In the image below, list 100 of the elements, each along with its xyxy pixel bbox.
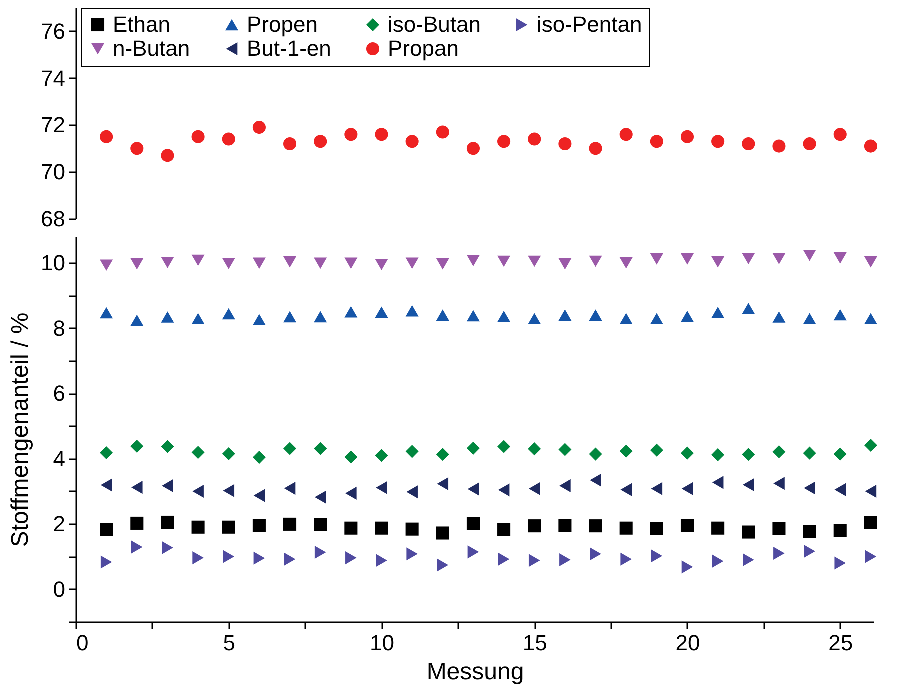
point [406,305,419,317]
point [651,550,663,563]
point [772,522,786,536]
point [774,546,785,560]
point [498,484,510,497]
point [254,552,266,565]
point [132,540,143,554]
y-tick-label: 70 [41,160,66,185]
point [130,258,144,270]
point [375,128,388,142]
point [680,310,694,322]
point [589,142,602,156]
point [712,554,724,568]
x-tick-label: 0 [76,630,89,656]
point [680,130,694,144]
point [344,128,358,142]
point [252,451,266,464]
point [100,446,114,460]
point [650,254,664,265]
point [375,306,388,318]
point [620,444,633,458]
point [864,140,878,153]
point [437,558,449,572]
point [161,516,174,530]
point [376,554,388,568]
point [284,256,297,268]
point [192,552,204,565]
y-tick-label: 4 [53,446,66,472]
point [375,449,388,462]
point [314,490,326,504]
point [712,307,725,318]
point [100,556,112,569]
y-tick-label: 2 [53,512,66,537]
point [712,476,724,490]
point [558,310,572,321]
point [772,140,786,153]
point [650,135,664,148]
point [528,313,542,325]
point [344,522,358,535]
point [376,481,388,494]
point [130,142,144,156]
point [834,448,847,461]
point [834,556,846,570]
y-tick-label: 6 [53,381,66,406]
point [436,258,450,270]
y-tick-label: 10 [41,250,66,276]
point [528,554,540,568]
point [406,486,418,499]
point [558,258,572,270]
point [498,552,510,566]
point [222,447,236,460]
point [589,310,602,321]
point [742,303,756,314]
point [834,483,846,496]
point [772,253,786,265]
point [651,482,663,496]
point [468,482,480,496]
point [498,310,511,322]
legend-label: iso-Butan [388,12,481,37]
point [712,448,725,462]
point [252,258,266,270]
y-tick-label: 74 [41,66,66,91]
point [346,552,357,565]
point [222,308,236,320]
point [314,311,328,323]
point [192,254,205,266]
point [560,553,571,567]
legend-label: Ethan [113,12,170,37]
point [680,446,694,460]
point [620,257,633,269]
point [528,482,540,496]
point [406,522,419,536]
point [192,520,205,534]
point [865,550,877,564]
point [375,259,388,270]
point [498,135,511,148]
point [589,520,602,533]
x-tick-label: 15 [522,630,548,656]
point [620,313,633,325]
point [834,524,847,538]
point [100,307,114,319]
point [100,130,114,144]
point [436,310,450,321]
point [252,314,266,326]
x-tick-label: 25 [828,630,854,656]
point [284,482,296,496]
point [774,477,785,490]
x-tick-label: 10 [370,630,394,656]
point [132,481,143,494]
point [223,484,235,498]
point [742,253,756,265]
point [344,450,358,464]
point [284,311,297,323]
point [620,128,633,142]
point [222,132,236,146]
point [468,546,480,559]
point [406,258,419,270]
legend-label: Propen [247,12,318,37]
point [406,445,419,458]
point [192,130,205,144]
